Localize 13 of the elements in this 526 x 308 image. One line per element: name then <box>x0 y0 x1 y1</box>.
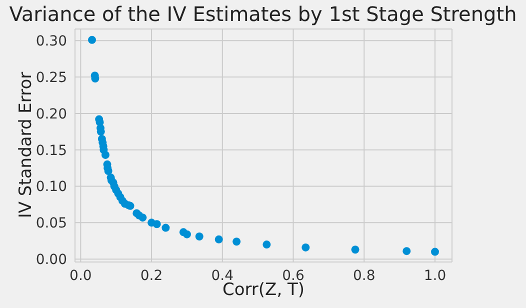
y-tick-label: 0.10 <box>36 179 67 196</box>
y-tick-label: 0.05 <box>36 216 67 232</box>
chart-title: Variance of the IV Estimates by 1st Stage Strength <box>8 2 518 26</box>
y-tick-label: 0.25 <box>36 70 67 86</box>
x-tick-label: 1.0 <box>424 268 446 284</box>
y-tick-label: 0.20 <box>36 106 67 122</box>
x-tick-label: 0.2 <box>140 268 163 284</box>
y-tick-label: 0.00 <box>36 252 67 268</box>
y-tick-label: 0.30 <box>36 34 67 50</box>
y-tick-label: 0.15 <box>36 142 67 159</box>
y-axis-title: IV Standard Error <box>16 72 36 218</box>
x-tick-label: 0.0 <box>70 268 92 284</box>
x-tick-label: 0.8 <box>352 268 376 284</box>
